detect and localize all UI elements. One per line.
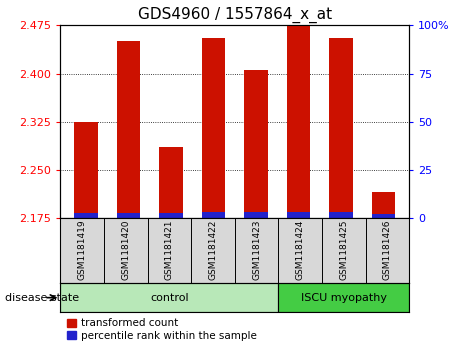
Bar bbox=[287, 25, 310, 218]
Legend: transformed count, percentile rank within the sample: transformed count, percentile rank withi… bbox=[66, 317, 258, 342]
Text: GSM1181423: GSM1181423 bbox=[252, 220, 261, 280]
Bar bbox=[245, 212, 268, 218]
Bar bbox=[74, 213, 98, 218]
Bar bbox=[117, 41, 140, 218]
Text: GSM1181420: GSM1181420 bbox=[121, 220, 130, 280]
Bar bbox=[372, 192, 395, 218]
Text: GSM1181426: GSM1181426 bbox=[383, 220, 392, 280]
Bar bbox=[159, 147, 183, 218]
Bar bbox=[159, 213, 183, 218]
Bar bbox=[74, 122, 98, 218]
Text: GSM1181421: GSM1181421 bbox=[165, 220, 174, 280]
Bar bbox=[279, 283, 409, 312]
Text: GSM1181424: GSM1181424 bbox=[296, 220, 305, 280]
Bar bbox=[202, 212, 225, 218]
Bar bbox=[330, 38, 353, 218]
Bar bbox=[245, 70, 268, 218]
Bar bbox=[117, 213, 140, 218]
Text: GSM1181419: GSM1181419 bbox=[78, 220, 87, 280]
Text: control: control bbox=[150, 293, 189, 303]
Text: GSM1181422: GSM1181422 bbox=[208, 220, 218, 280]
Bar bbox=[330, 212, 353, 218]
Text: GSM1181425: GSM1181425 bbox=[339, 220, 348, 280]
Title: GDS4960 / 1557864_x_at: GDS4960 / 1557864_x_at bbox=[138, 7, 332, 23]
Bar bbox=[202, 38, 225, 218]
Bar bbox=[287, 212, 310, 218]
Bar bbox=[372, 214, 395, 218]
Text: disease state: disease state bbox=[5, 293, 79, 303]
Bar bbox=[60, 283, 279, 312]
Text: ISCU myopathy: ISCU myopathy bbox=[301, 293, 387, 303]
